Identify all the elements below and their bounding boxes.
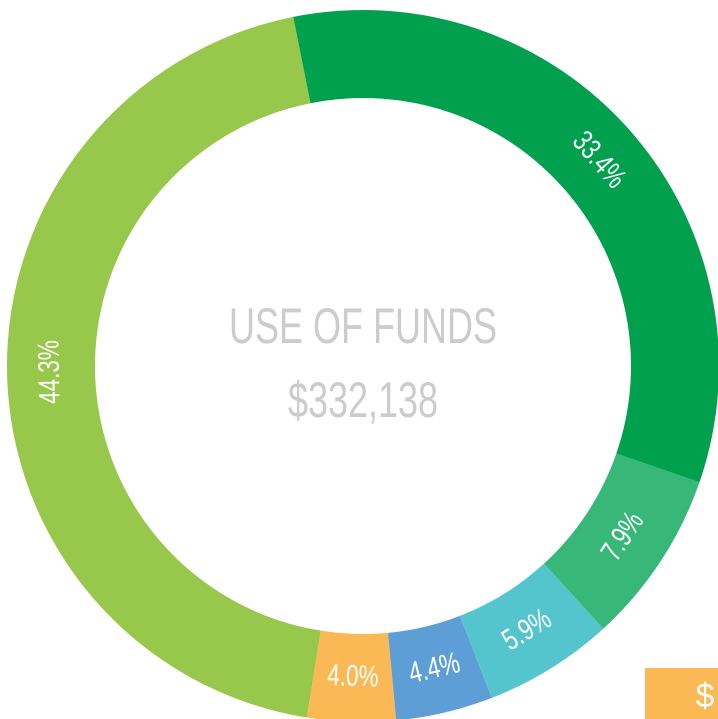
label-group: 4.0%	[327, 658, 379, 694]
donut-segment	[306, 630, 397, 719]
donut-segment	[388, 615, 492, 719]
label-group: 44.3%	[31, 340, 66, 404]
donut-segment	[293, 10, 718, 483]
segment-label: 4.0%	[327, 658, 379, 694]
segment-label: 44.3%	[31, 340, 66, 404]
donut-segment	[459, 563, 604, 698]
center-title-group: USE OF FUNDS	[229, 300, 497, 355]
donut-segment	[7, 16, 321, 718]
badge-box	[645, 668, 718, 719]
badge-text: $	[696, 677, 715, 715]
center-subtitle-group: $332,138	[288, 374, 438, 429]
chart-subtitle: $332,138	[288, 374, 438, 429]
donut-segment	[543, 453, 700, 629]
chart-title: USE OF FUNDS	[229, 300, 497, 355]
